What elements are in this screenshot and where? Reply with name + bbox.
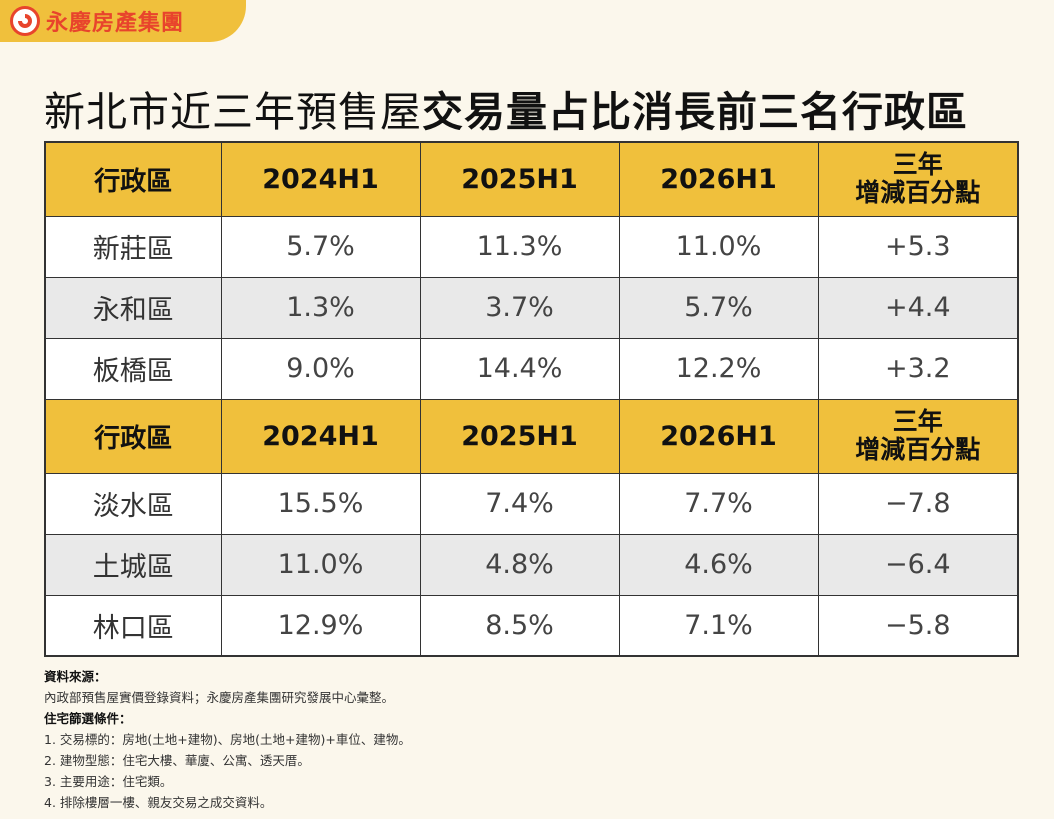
yongqing-spiral-logo-icon — [10, 6, 40, 36]
value-cell: 14.4% — [419, 337, 620, 400]
header-2026h1: 2026H1 — [618, 141, 819, 217]
change-cell: +5.3 — [817, 215, 1019, 278]
title-normal-part: 新北市近三年預售屋 — [44, 88, 422, 136]
criteria-heading: 住宅篩選條件： — [44, 711, 132, 726]
header-change: 三年 增減百分點 — [817, 398, 1019, 474]
change-cell: +4.4 — [817, 276, 1019, 339]
change-cell: −5.8 — [817, 594, 1019, 657]
table-row: 林口區 12.9% 8.5% 7.1% −5.8 — [44, 594, 1019, 657]
value-cell: 7.1% — [618, 594, 819, 657]
criteria-item: 3. 主要用途：住宅類。 — [44, 774, 173, 789]
source-heading: 資料來源： — [44, 669, 107, 684]
value-cell: 11.0% — [618, 215, 819, 278]
value-cell: 15.5% — [220, 472, 421, 535]
value-cell: 4.6% — [618, 533, 819, 596]
header-2026h1: 2026H1 — [618, 398, 819, 474]
table-row: 板橋區 9.0% 14.4% 12.2% +3.2 — [44, 337, 1019, 400]
header-2024h1: 2024H1 — [220, 398, 421, 474]
header-district: 行政區 — [44, 398, 222, 474]
table-row: 土城區 11.0% 4.8% 4.6% −6.4 — [44, 533, 1019, 596]
header-change-line2: 增減百分點 — [855, 178, 981, 208]
value-cell: 7.7% — [618, 472, 819, 535]
value-cell: 9.0% — [220, 337, 421, 400]
district-cell: 淡水區 — [44, 472, 222, 535]
source-text: 內政部預售屋實價登錄資料；永慶房產集團研究發展中心彙整。 — [44, 690, 395, 705]
value-cell: 11.3% — [419, 215, 620, 278]
header-change-line1: 三年 — [892, 407, 943, 436]
header-2024h1: 2024H1 — [220, 141, 421, 217]
change-cell: −7.8 — [817, 472, 1019, 535]
header-district: 行政區 — [44, 141, 222, 217]
district-cell: 永和區 — [44, 276, 222, 339]
table-row: 永和區 1.3% 3.7% 5.7% +4.4 — [44, 276, 1019, 339]
value-cell: 11.0% — [220, 533, 421, 596]
district-cell: 新莊區 — [44, 215, 222, 278]
value-cell: 5.7% — [618, 276, 819, 339]
district-cell: 板橋區 — [44, 337, 222, 400]
table-header-row: 行政區 2024H1 2025H1 2026H1 三年 增減百分點 — [44, 141, 1019, 217]
header-change-line2: 增減百分點 — [855, 435, 981, 464]
value-cell: 7.4% — [419, 472, 620, 535]
value-cell: 5.7% — [220, 215, 421, 278]
district-share-table: 行政區 2024H1 2025H1 2026H1 三年 增減百分點 新莊區 5.… — [44, 141, 1019, 657]
brand-tab: 永慶房產集團 — [0, 0, 246, 42]
criteria-item: 1. 交易標的：房地(土地+建物)、房地(土地+建物)+車位、建物。 — [44, 732, 411, 747]
change-cell: +3.2 — [817, 337, 1019, 400]
header-2025h1: 2025H1 — [419, 141, 620, 217]
change-cell: −6.4 — [817, 533, 1019, 596]
value-cell: 1.3% — [220, 276, 421, 339]
header-change: 三年 增減百分點 — [817, 141, 1019, 217]
page-title: 新北市近三年預售屋交易量占比消長前三名行政區 — [44, 78, 968, 138]
value-cell: 4.8% — [419, 533, 620, 596]
criteria-item: 2. 建物型態：住宅大樓、華廈、公寓、透天厝。 — [44, 753, 310, 768]
value-cell: 12.9% — [220, 594, 421, 657]
footnotes: 資料來源： 內政部預售屋實價登錄資料；永慶房產集團研究發展中心彙整。 住宅篩選條… — [44, 666, 411, 813]
header-change-line1: 三年 — [892, 150, 943, 180]
value-cell: 3.7% — [419, 276, 620, 339]
table-row: 淡水區 15.5% 7.4% 7.7% −7.8 — [44, 472, 1019, 535]
brand-name: 永慶房產集團 — [46, 11, 185, 36]
criteria-item: 4. 排除樓層一樓、親友交易之成交資料。 — [44, 795, 273, 810]
title-bold-part: 交易量占比消長前三名行政區 — [422, 88, 968, 136]
header-2025h1: 2025H1 — [419, 398, 620, 474]
district-cell: 林口區 — [44, 594, 222, 657]
table-row: 新莊區 5.7% 11.3% 11.0% +5.3 — [44, 215, 1019, 278]
value-cell: 12.2% — [618, 337, 819, 400]
district-cell: 土城區 — [44, 533, 222, 596]
table-header-row: 行政區 2024H1 2025H1 2026H1 三年 增減百分點 — [44, 398, 1019, 474]
value-cell: 8.5% — [419, 594, 620, 657]
